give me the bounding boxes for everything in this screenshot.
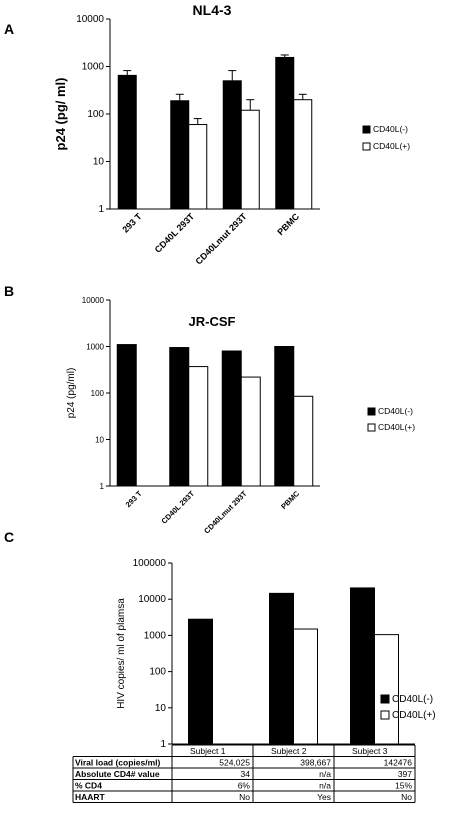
legend-swatch [362,142,371,151]
panel-label-c: C [4,529,14,545]
legend-swatch [362,125,371,134]
panel-label-a: A [4,21,14,37]
chart-nl4-3: NL4-3 1 10 100 1000 10000 p24 (pg/ ml) 293 T CD4… [53,2,410,267]
x-tick-label: 293 T [124,489,144,509]
y-axis-label: HIV copies/ ml of plamsa [116,598,127,709]
y-tick-label: 10000 [82,296,105,305]
table-cell: No [239,792,250,802]
x-tick-label: PBMC [275,211,301,237]
table-cell: 524,025 [219,758,250,768]
chart-title: NL4-3 [193,2,232,18]
patient-table: Subject 1 Subject 2 Subject 3 Viral load (c… [72,744,416,803]
y-tick-label: 1000 [86,343,104,352]
chart-hiv-copies: 1 10 100 1000 10000 100000 HIV copies/ ml of p… [116,558,436,750]
x-tick-label: CD40Lmut 293T [202,489,249,536]
table-cell: Yes [317,792,331,802]
x-tick-label: CD40L 293T [153,211,197,255]
table-cell: 142476 [384,758,413,768]
bar [188,366,209,487]
table-cell: n/a [319,769,331,779]
y-tick-label: 100 [91,389,105,398]
bar [170,100,190,210]
y-axis-label: p24 (pg/ml) [66,368,77,419]
table-header-cell: Subject 3 [352,746,388,756]
bar [221,350,242,487]
table-cell: 34 [241,769,251,779]
bar [293,99,313,210]
bar [222,80,242,210]
chart-title: JR-CSF [189,314,236,329]
bar [293,395,314,487]
table-cell: n/a [319,781,331,791]
y-tick-label: 10000 [76,14,104,25]
y-tick-label: 100 [87,109,104,120]
x-tick-label: CD40L 293T [160,489,197,526]
x-tick-label: PBMC [279,489,301,511]
x-tick-label: 293 T [120,211,144,235]
y-tick-label: 1 [160,739,166,750]
table-row-label: Viral load (copies/ml) [75,758,161,768]
table-header-cell: Subject 1 [190,746,226,756]
y-tick-label: 1000 [144,630,167,641]
bar [269,592,294,745]
y-tick-label: 100000 [133,558,167,569]
bar [240,376,261,487]
y-tick-label: 1000 [82,62,105,73]
table-cell: 6% [238,781,251,791]
y-axis-label: p24 (pg/ ml) [53,78,68,151]
legend-swatch [380,710,390,720]
table-cell: No [401,792,412,802]
legend-label: CD40L(+) [378,422,415,432]
legend-swatch [367,423,376,432]
y-tick-label: 1 [100,482,105,491]
table-row-label: % CD4 [75,781,102,791]
bar [188,618,213,745]
panel-label-b: B [4,283,14,299]
y-tick-label: 10 [155,703,167,714]
table-header-cell: Subject 2 [271,746,307,756]
y-tick-label: 10 [93,157,105,168]
legend-label: CD40L(+) [392,710,436,721]
bar [293,628,318,745]
table-cell: 15% [395,781,412,791]
table-cell: 397 [398,769,412,779]
bar [188,124,208,210]
legend-label: CD40L(+) [373,141,410,151]
legend-swatch [367,407,376,416]
bar [240,109,260,210]
y-tick-label: 1 [98,204,104,215]
y-tick-label: 10000 [138,594,166,605]
chart-jr-csf: JR-CSF 1 10 100 1000 10000 p24 (pg/ml) 293 T CD4… [66,296,415,535]
bar [169,347,190,487]
bar [116,344,137,487]
legend-label: CD40L(-) [392,694,433,705]
table-row-label: Absolute CD4# value [75,769,160,779]
legend-label: CD40L(-) [373,124,408,134]
bar [374,634,399,745]
y-tick-label: 10 [95,436,104,445]
legend-swatch [380,694,390,704]
y-tick-label: 100 [149,667,166,678]
bar [117,74,137,210]
x-tick-label: CD40Lmut 293T [193,211,249,267]
table-row-label: HAART [75,792,106,802]
bar [350,587,375,745]
bar [275,56,295,210]
legend-label: CD40L(-) [378,406,413,416]
table-cell: 398,667 [300,758,331,768]
bar [274,346,295,487]
